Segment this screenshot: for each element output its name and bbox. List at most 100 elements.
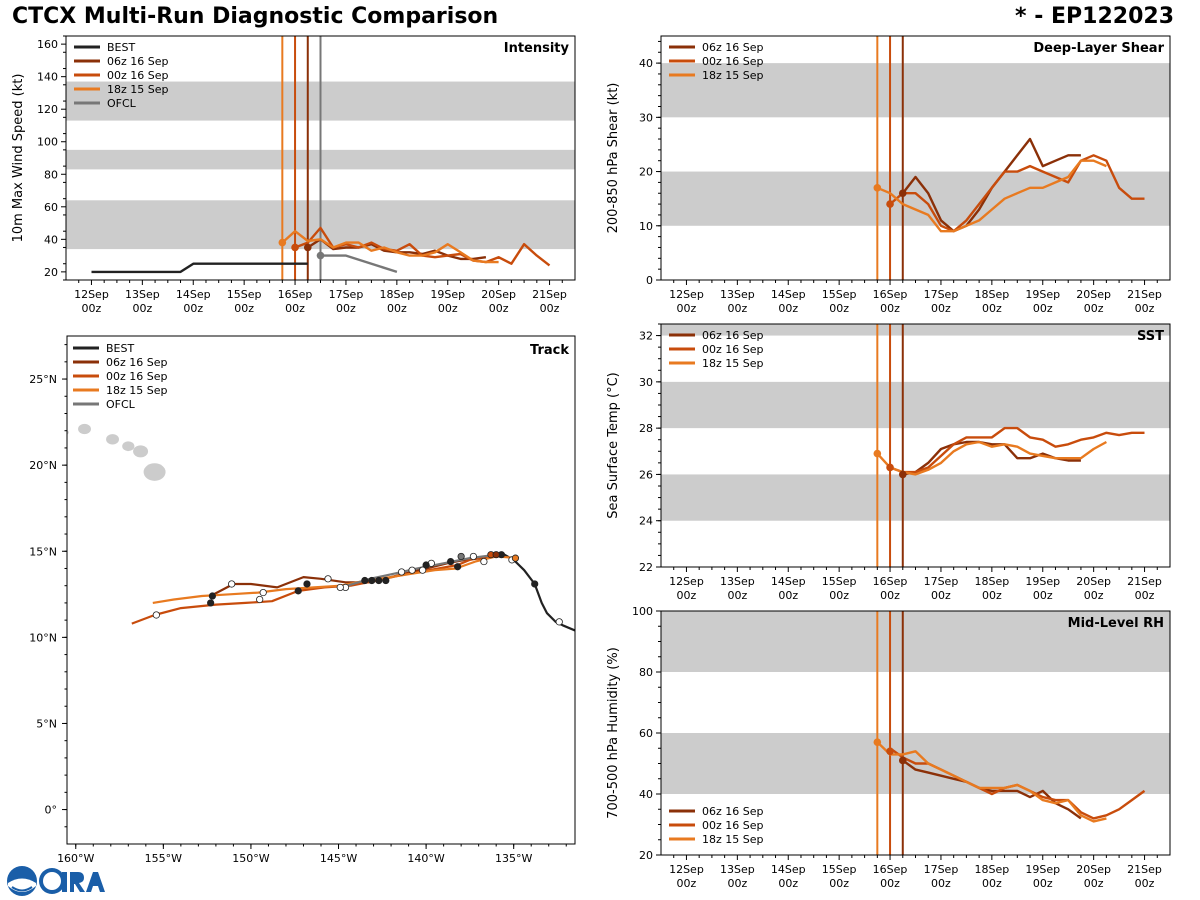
series-line-18z-15-Sep: [876, 741, 1107, 823]
track-point: [259, 588, 267, 597]
x-tick-label: 00z: [1084, 877, 1104, 890]
sst-chart: 12Sep00z13Sep00z14Sep00z15Sep00z16Sep00z…: [606, 323, 1171, 602]
x-tick-label: 00z: [132, 302, 152, 315]
track-point: [152, 611, 160, 619]
y-tick-label: 80: [639, 666, 653, 679]
x-tick-label: 00z: [880, 589, 900, 602]
series-line-00z-16-Sep: [889, 426, 1145, 474]
y-tick-label: 60: [44, 201, 58, 214]
x-tick-label: 16Sep: [873, 863, 908, 876]
track-map: 160°W 155°W 150°W 145°W 140°W 135°W 0° 5°N 10°N 1…: [29, 335, 576, 865]
shaded-band: [661, 324, 1170, 336]
init-marker: [873, 738, 882, 746]
y-axis-label: 10m Max Wind Speed (kt): [11, 74, 26, 243]
island-Oahu: [106, 434, 119, 445]
x-tick-label: 00z: [931, 302, 951, 315]
series-line-18z-15-Sep: [281, 229, 499, 264]
x-tick-label: 00z: [540, 302, 560, 315]
legend-label: 06z 16 Sep: [702, 329, 764, 342]
x-tick-label: 00z: [778, 589, 798, 602]
x-tick-label: 19Sep: [1025, 863, 1060, 876]
map-frame: [66, 335, 576, 845]
y-tick-label: 160: [37, 38, 58, 51]
y-tick-label: 30: [639, 111, 653, 124]
x-tick-label: 16Sep: [873, 575, 908, 588]
x-tick-label: 15Sep: [822, 288, 857, 301]
x-tick-label: 00z: [183, 302, 203, 315]
x-tick-label: 13Sep: [720, 288, 755, 301]
rh-chart: 12Sep00z13Sep00z14Sep00z15Sep00z16Sep00z…: [606, 605, 1171, 890]
legend-label: 18z 15 Sep: [106, 384, 168, 397]
panel-title: SST: [1137, 329, 1164, 344]
legend-label: OFCL: [107, 97, 137, 110]
track-point: [511, 554, 520, 562]
track-point: [418, 566, 427, 574]
x-tick-label: 12Sep: [74, 288, 109, 301]
y-tick-label: 20: [639, 166, 653, 179]
x-tick-label: 12Sep: [669, 575, 704, 588]
y-tick-label: 140: [37, 71, 58, 84]
y-tick-label: 120: [37, 103, 58, 116]
x-tick-label: 21Sep: [1127, 863, 1162, 876]
x-tick-label: 00z: [931, 877, 951, 890]
x-tick-label: 00z: [778, 302, 798, 315]
track-point: [555, 618, 563, 626]
lon-tick-label: 155°W: [145, 852, 182, 865]
x-tick-label: 00z: [387, 302, 407, 315]
init-marker: [873, 449, 882, 458]
x-tick-label: 00z: [829, 877, 849, 890]
track-point: [492, 551, 500, 559]
x-tick-label: 19Sep: [1025, 575, 1060, 588]
legend-label: 00z 16 Sep: [702, 819, 764, 832]
track-point: [408, 566, 416, 574]
x-tick-label: 21Sep: [532, 288, 567, 301]
track-point: [336, 583, 344, 592]
init-marker: [886, 463, 894, 472]
x-tick-label: 00z: [1084, 302, 1104, 315]
lat-tick-label: 20°N: [29, 459, 57, 472]
y-tick-label: 10: [639, 220, 653, 233]
panel-title: Deep-Layer Shear: [1033, 41, 1164, 56]
lon-tick-label: 140°W: [407, 852, 444, 865]
y-axis-label: 200-850 hPa Shear (kt): [606, 83, 621, 234]
x-tick-label: 00z: [727, 302, 747, 315]
lat-tick-label: 5°N: [36, 717, 57, 730]
legend-label: OFCL: [106, 398, 136, 411]
island-Hawaii: [143, 463, 166, 481]
init-marker: [873, 184, 882, 192]
track-point: [303, 580, 311, 588]
series-line-18z-15-Sep: [876, 159, 1107, 233]
track-point: [361, 576, 369, 585]
legend-label: 00z 16 Sep: [107, 69, 169, 82]
lat-tick-label: 25°N: [29, 373, 57, 386]
x-tick-label: 21Sep: [1127, 575, 1162, 588]
track-point: [447, 557, 455, 566]
island-Maui: [133, 445, 149, 458]
x-tick-label: 00z: [778, 877, 798, 890]
shaded-band: [661, 611, 1170, 672]
track-point: [208, 592, 216, 600]
x-tick-label: 17Sep: [924, 863, 959, 876]
island-Kauai: [78, 423, 91, 435]
track-point: [397, 568, 406, 576]
track-point: [457, 552, 465, 561]
x-tick-label: 00z: [1084, 589, 1104, 602]
track-point: [531, 580, 539, 588]
x-tick-label: 14Sep: [771, 288, 806, 301]
track-point: [375, 576, 383, 585]
x-tick-label: 19Sep: [1025, 288, 1060, 301]
y-tick-label: 40: [44, 233, 58, 246]
track-point: [382, 576, 390, 585]
x-tick-label: 20Sep: [481, 288, 516, 301]
init-marker: [886, 200, 894, 208]
legend-label: 18z 15 Sep: [702, 357, 764, 370]
init-marker: [291, 243, 299, 252]
x-tick-label: 18Sep: [974, 288, 1009, 301]
panel-title: Intensity: [504, 41, 570, 56]
x-tick-label: 14Sep: [771, 575, 806, 588]
x-tick-label: 18Sep: [974, 575, 1009, 588]
x-tick-label: 00z: [931, 589, 951, 602]
